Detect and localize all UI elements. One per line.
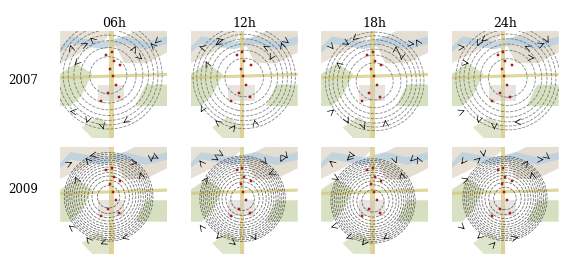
Polygon shape bbox=[452, 179, 484, 222]
Polygon shape bbox=[321, 189, 428, 195]
Polygon shape bbox=[527, 200, 559, 222]
Polygon shape bbox=[266, 85, 298, 106]
Bar bbox=[359, 200, 386, 216]
Polygon shape bbox=[473, 232, 505, 254]
Bar bbox=[489, 85, 516, 101]
Polygon shape bbox=[60, 147, 113, 179]
Bar bbox=[359, 85, 386, 101]
Bar bbox=[501, 31, 505, 138]
Bar bbox=[109, 147, 113, 254]
Polygon shape bbox=[266, 200, 298, 222]
Polygon shape bbox=[60, 31, 113, 63]
Polygon shape bbox=[452, 147, 505, 179]
Polygon shape bbox=[191, 31, 244, 63]
Polygon shape bbox=[375, 147, 428, 179]
Bar bbox=[97, 85, 124, 101]
Polygon shape bbox=[60, 152, 167, 168]
Polygon shape bbox=[452, 152, 559, 168]
Polygon shape bbox=[452, 31, 505, 63]
Text: 2007: 2007 bbox=[8, 74, 38, 87]
Polygon shape bbox=[212, 117, 244, 138]
Polygon shape bbox=[60, 63, 92, 106]
Title: 24h: 24h bbox=[493, 17, 517, 30]
Polygon shape bbox=[135, 200, 167, 222]
Polygon shape bbox=[113, 31, 167, 63]
Polygon shape bbox=[452, 37, 559, 53]
Polygon shape bbox=[321, 63, 353, 106]
Polygon shape bbox=[81, 117, 113, 138]
Polygon shape bbox=[135, 85, 167, 106]
Polygon shape bbox=[191, 37, 298, 53]
Title: 06h: 06h bbox=[101, 17, 125, 30]
Bar bbox=[370, 147, 375, 254]
Polygon shape bbox=[113, 147, 167, 179]
Polygon shape bbox=[452, 189, 559, 195]
Polygon shape bbox=[191, 147, 244, 179]
Bar bbox=[240, 147, 244, 254]
Polygon shape bbox=[321, 147, 375, 179]
Polygon shape bbox=[321, 152, 428, 168]
Polygon shape bbox=[343, 232, 375, 254]
Polygon shape bbox=[191, 73, 298, 79]
Title: 18h: 18h bbox=[363, 17, 387, 30]
Bar bbox=[228, 85, 255, 101]
Bar bbox=[97, 200, 124, 216]
Polygon shape bbox=[343, 117, 375, 138]
Polygon shape bbox=[321, 37, 428, 53]
Polygon shape bbox=[191, 152, 298, 168]
Bar bbox=[228, 200, 255, 216]
Polygon shape bbox=[473, 117, 505, 138]
Bar bbox=[240, 31, 244, 138]
Polygon shape bbox=[60, 73, 167, 79]
Bar bbox=[109, 31, 113, 138]
Polygon shape bbox=[505, 31, 559, 63]
Polygon shape bbox=[321, 31, 375, 63]
Polygon shape bbox=[321, 73, 428, 79]
Polygon shape bbox=[321, 179, 353, 222]
Polygon shape bbox=[81, 232, 113, 254]
Polygon shape bbox=[375, 31, 428, 63]
Polygon shape bbox=[452, 73, 559, 79]
Bar bbox=[501, 147, 505, 254]
Polygon shape bbox=[505, 147, 559, 179]
Polygon shape bbox=[244, 31, 298, 63]
Bar bbox=[370, 31, 375, 138]
Polygon shape bbox=[191, 179, 223, 222]
Polygon shape bbox=[212, 232, 244, 254]
Polygon shape bbox=[396, 85, 428, 106]
Polygon shape bbox=[191, 63, 223, 106]
Text: 2009: 2009 bbox=[8, 183, 38, 196]
Polygon shape bbox=[452, 63, 484, 106]
Title: 12h: 12h bbox=[232, 17, 256, 30]
Polygon shape bbox=[60, 179, 92, 222]
Polygon shape bbox=[396, 200, 428, 222]
Bar bbox=[489, 200, 516, 216]
Polygon shape bbox=[244, 147, 298, 179]
Polygon shape bbox=[191, 189, 298, 195]
Polygon shape bbox=[60, 37, 167, 53]
Polygon shape bbox=[60, 189, 167, 195]
Polygon shape bbox=[527, 85, 559, 106]
